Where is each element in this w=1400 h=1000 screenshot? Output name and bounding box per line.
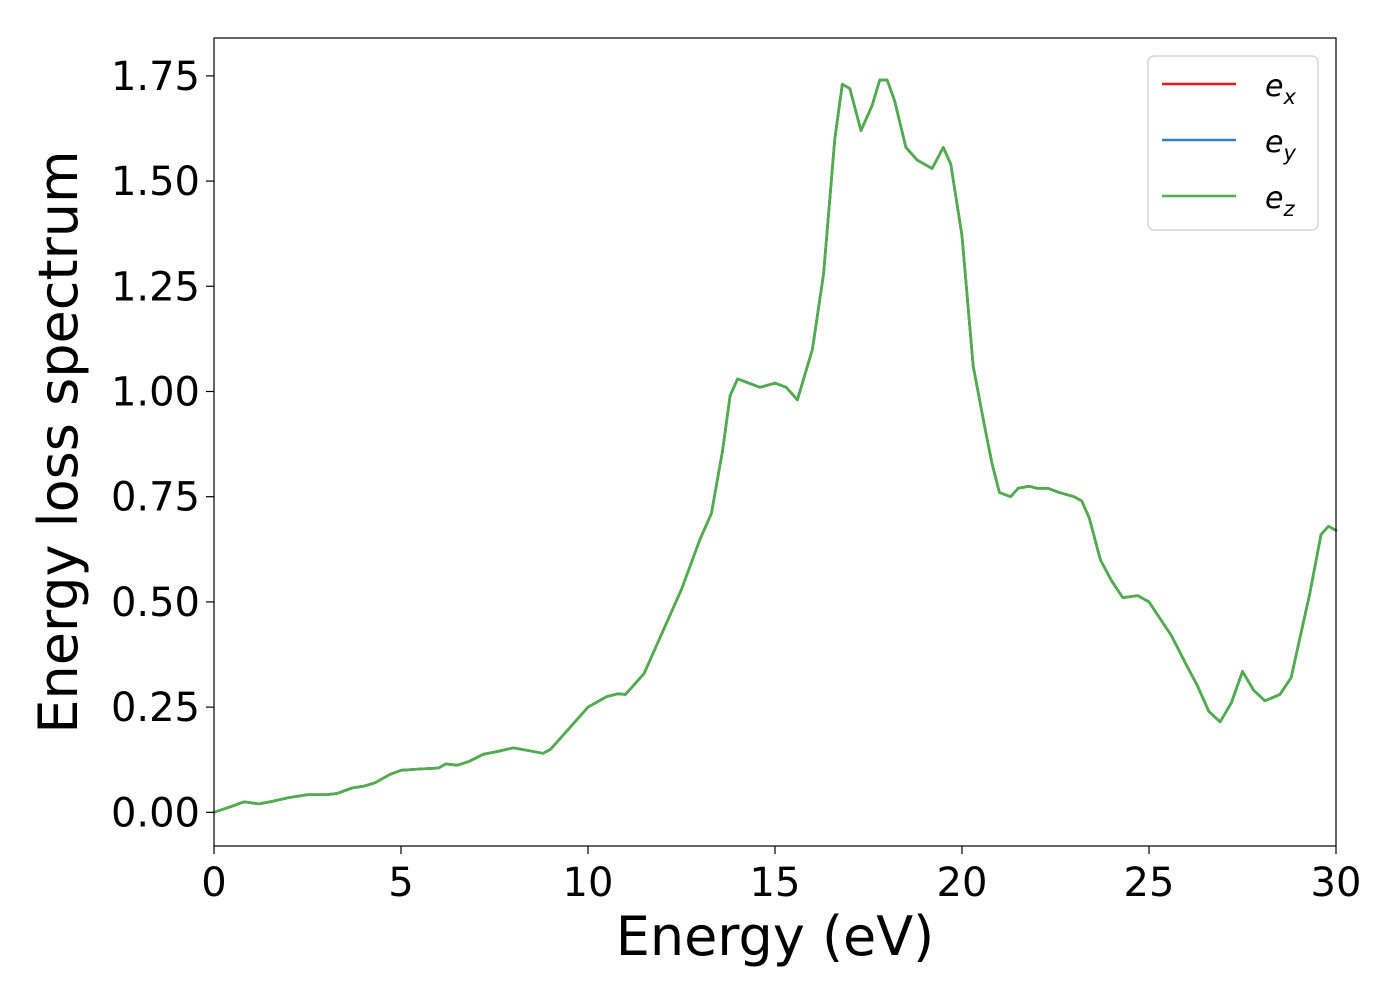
series-layer — [212, 78, 1338, 814]
x-tick-label: 30 — [1311, 860, 1362, 906]
x-axis-label: Energy (eV) — [616, 905, 935, 968]
y-tick-label: 0.50 — [111, 580, 200, 626]
x-tick-label: 20 — [937, 860, 988, 906]
y-tick-label: 1.75 — [111, 54, 200, 100]
legend: ex ey ez — [1147, 55, 1319, 231]
legend-label-e-z: ez — [1265, 181, 1295, 221]
x-tick-label: 10 — [563, 860, 614, 906]
y-tick-label: 1.00 — [111, 370, 200, 416]
y-tick-label: 0.75 — [111, 475, 200, 521]
series-line-e-z — [212, 78, 1338, 814]
y-tick-label: 0.00 — [111, 790, 200, 836]
x-tick-label: 25 — [1124, 860, 1175, 906]
y-axis-ticks: 0.00 0.25 0.50 0.75 1.00 1.25 1.50 1.75 — [111, 54, 214, 836]
y-axis-label: Energy loss spectrum — [27, 150, 90, 733]
y-tick-label: 1.50 — [111, 159, 200, 205]
x-tick-label: 5 — [388, 860, 413, 906]
y-tick-label: 0.25 — [111, 685, 200, 731]
x-tick-label: 0 — [201, 860, 226, 906]
x-axis-ticks: 0 5 10 15 20 25 30 — [201, 846, 1361, 906]
legend-label-e-y: ey — [1265, 125, 1296, 165]
legend-label-e-x: ex — [1265, 69, 1296, 109]
x-tick-label: 15 — [750, 860, 801, 906]
legend-entries: ex ey ez — [1162, 69, 1296, 221]
y-tick-label: 1.25 — [111, 264, 200, 310]
legend-box — [1147, 55, 1319, 231]
